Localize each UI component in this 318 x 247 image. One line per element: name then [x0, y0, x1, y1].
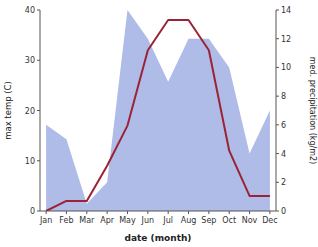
x-tick-label: Jun [141, 216, 155, 225]
y2-tick [276, 38, 279, 39]
y2-tick-label: 12 [281, 35, 291, 44]
y2-tick-label: 8 [281, 92, 286, 101]
y2-tick [276, 96, 279, 97]
y-tick [37, 10, 40, 11]
y-tick-label: 30 [25, 56, 35, 65]
x-tick-label: Jul [162, 216, 173, 225]
x-tick [249, 211, 250, 214]
y-tick [37, 160, 40, 161]
x-tick-label: Apr [100, 216, 115, 225]
x-tick-label: May [119, 216, 136, 225]
x-tick [66, 211, 67, 214]
y2-tick [276, 124, 279, 125]
y-tick-label: 10 [25, 157, 35, 166]
y-tick-label: 0 [30, 207, 35, 216]
y-tick-label: 40 [25, 6, 35, 15]
y2-tick [276, 67, 279, 68]
x-tick-label: Oct [222, 216, 236, 225]
plot-area [46, 10, 270, 211]
x-tick-label: Feb [59, 216, 73, 225]
chart-container: Jan Feb Mar Apr May Jun Jul Aug Sep Oct Nov Dec 0 10 2… [0, 0, 318, 247]
x-tick-label: Aug [181, 216, 197, 225]
x-tick [168, 211, 169, 214]
x-tick-label: Mar [79, 216, 95, 225]
x-tick [229, 211, 230, 214]
x-tick [188, 211, 189, 214]
temperature-line [46, 20, 270, 211]
x-tick [107, 211, 108, 214]
x-tick [208, 211, 209, 214]
y-axis-label: max temp (C) [3, 81, 13, 140]
y2-tick [276, 10, 279, 11]
y2-tick-label: 2 [281, 178, 286, 187]
x-tick [46, 211, 47, 214]
x-tick-label: Jan [39, 216, 52, 225]
x-tick [269, 211, 270, 214]
x-tick [147, 211, 148, 214]
y2-tick-label: 0 [281, 207, 286, 216]
y2-tick [276, 153, 279, 154]
x-axis-label: date (month) [125, 233, 192, 243]
x-tick [127, 211, 128, 214]
y2-tick [276, 182, 279, 183]
y2-axis-label: med. precipitation (kg/m2) [308, 57, 317, 164]
precipitation-area [46, 10, 270, 211]
y2-axis-line [276, 10, 277, 211]
x-tick-label: Sep [201, 216, 216, 225]
y2-tick-label: 6 [281, 121, 286, 130]
y-tick-label: 20 [25, 107, 35, 116]
x-axis-line [40, 211, 276, 212]
y2-tick [276, 211, 279, 212]
chart: Jan Feb Mar Apr May Jun Jul Aug Sep Oct Nov Dec 0 10 2… [0, 0, 318, 247]
y2-tick-label: 4 [281, 150, 286, 159]
y-tick [37, 211, 40, 212]
x-tick [86, 211, 87, 214]
y-tick [37, 110, 40, 111]
y2-tick-label: 10 [281, 63, 291, 72]
x-tick-label: Nov [242, 216, 258, 225]
y2-tick-label: 14 [281, 6, 291, 15]
y-tick [37, 60, 40, 61]
x-tick-label: Dec [262, 216, 277, 225]
